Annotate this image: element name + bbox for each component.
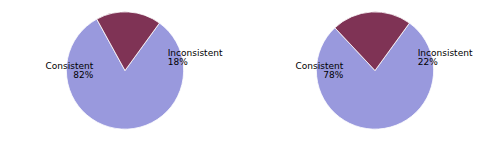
svg-text:Consistent82%: Consistent82% xyxy=(46,61,94,80)
svg-text:Inconsistent18%: Inconsistent18% xyxy=(168,48,223,67)
svg-text:Inconsistent22%: Inconsistent22% xyxy=(418,48,473,67)
svg-text:Consistent78%: Consistent78% xyxy=(296,61,344,80)
